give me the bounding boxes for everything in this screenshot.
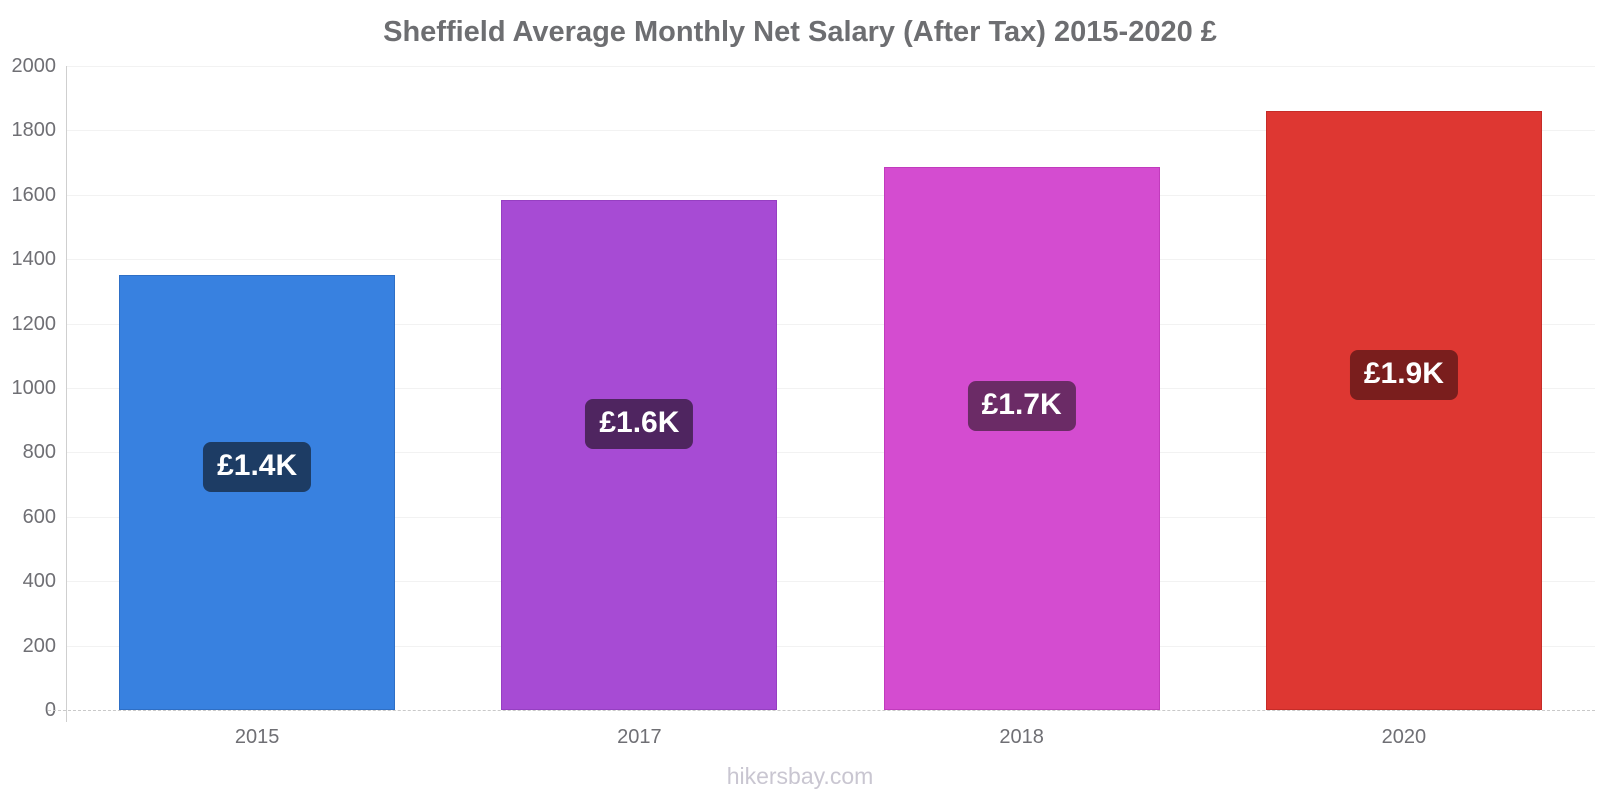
bar-2015[interactable]	[119, 275, 396, 710]
y-axis-tick-label: 1200	[11, 312, 57, 335]
bar-2018[interactable]	[883, 167, 1160, 710]
gridline-y-200	[66, 645, 1595, 647]
y-axis-line	[66, 66, 67, 722]
y-axis-tick-label: 800	[22, 441, 56, 464]
y-axis-tick-label: 200	[22, 634, 56, 657]
value-label-2017: £1.6K	[585, 399, 694, 450]
gridline-y-1600	[66, 194, 1595, 196]
y-axis-tick-label: 400	[22, 570, 56, 593]
x-axis-tick-label: 2018	[999, 726, 1044, 748]
chart-title: Sheffield Average Monthly Net Salary (Af…	[383, 16, 1217, 48]
x-axis-tick-label: 2020	[1381, 726, 1427, 748]
value-label-2018: £1.7K	[967, 381, 1076, 432]
x-axis-baseline	[48, 710, 1595, 711]
value-label-2015: £1.4K	[203, 441, 312, 492]
x-axis-tick-label: 2015	[234, 726, 280, 748]
gridline-y-600	[66, 516, 1595, 518]
gridline-y-1200	[66, 323, 1595, 325]
y-axis-tick-label: 1800	[11, 119, 57, 142]
watermark-footer: hikersbay.com	[726, 763, 874, 789]
bar-2017[interactable]	[501, 199, 778, 710]
x-axis-tick-label: 2017	[617, 726, 662, 748]
y-axis-tick-label: 1600	[11, 183, 57, 206]
y-axis-tick-label: 1400	[11, 248, 57, 271]
y-axis-tick-label: 2000	[11, 55, 57, 77]
y-axis-tick-label: 600	[22, 505, 56, 528]
gridline-y-800	[66, 452, 1595, 454]
value-label-2020: £1.9K	[1349, 349, 1458, 400]
gridline-y-1400	[66, 259, 1595, 261]
gridline-y-1000	[66, 388, 1595, 389]
gridline-y-2000	[66, 66, 1595, 67]
gridline-y-1800	[66, 130, 1595, 132]
bar-2020[interactable]	[1265, 111, 1542, 710]
y-axis-tick-label: 1000	[11, 377, 57, 399]
gridline-y-400	[66, 581, 1595, 583]
